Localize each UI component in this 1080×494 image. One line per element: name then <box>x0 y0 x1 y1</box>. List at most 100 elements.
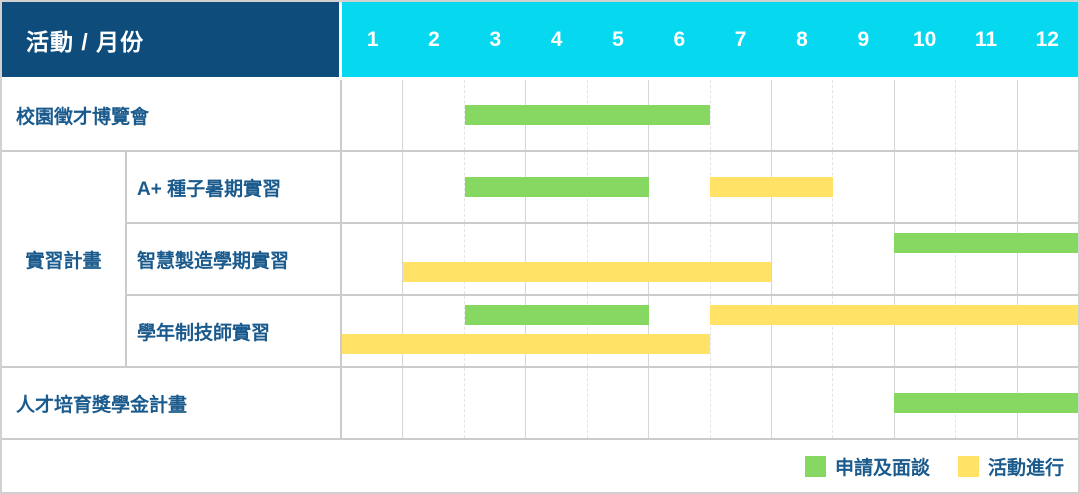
gantt-bar-application-interview <box>894 393 1078 413</box>
month-gridline-cell <box>772 80 834 150</box>
gantt-bar-application-interview <box>464 177 649 197</box>
month-gridlines <box>342 296 1078 366</box>
month-header-4: 4 <box>550 27 563 51</box>
month-gridline-cell <box>649 152 711 222</box>
gantt-bar-application-interview <box>464 305 649 325</box>
month-gridline-cell <box>588 368 650 438</box>
month-gridline-cell <box>465 296 527 366</box>
month-gridline-cell <box>833 368 895 438</box>
month-header-1: 1 <box>366 27 379 51</box>
month-header-7: 7 <box>734 27 747 51</box>
month-gridline-cell <box>895 296 957 366</box>
row-label: A+ 種子暑期實習 <box>127 152 342 222</box>
month-gridline-cell <box>895 152 957 222</box>
month-gridline-cell <box>833 224 895 294</box>
month-gridline-cell <box>526 368 588 438</box>
month-gridlines <box>342 224 1078 294</box>
month-header-10: 10 <box>912 27 937 51</box>
month-gridline-cell <box>403 80 465 150</box>
gantt-row: 人才培育獎學金計畫 <box>2 368 1078 440</box>
legend-label: 活動進行 <box>987 457 1064 479</box>
month-header-8: 8 <box>796 27 808 51</box>
month-header-12: 12 <box>1035 27 1059 51</box>
month-header-11: 11 <box>974 27 998 51</box>
row-label: 智慧製造學期實習 <box>127 224 342 294</box>
month-gridline-cell <box>956 80 1018 150</box>
month-gridline-cell <box>833 296 895 366</box>
table-header-row: 活動 / 月份 1 2 3 4 5 6 7 8 9 10 11 12 <box>2 2 1078 77</box>
gantt-row: 學年制技師實習 <box>127 296 1078 366</box>
month-gridline-cell <box>1018 80 1078 150</box>
legend-item: 活動進行 <box>957 453 1064 480</box>
month-gridline-cell <box>403 224 465 294</box>
month-gridline-cell <box>588 296 650 366</box>
month-gridline-cell <box>772 296 834 366</box>
gantt-grid: 校園徵才博覽會 實習計畫 A+ 種子暑期實習 智慧製造學期實習 學年制技師實習 人才培育獎… <box>2 80 1078 440</box>
month-gridline-cell <box>772 152 834 222</box>
month-gridline-cell <box>956 152 1018 222</box>
group-rows: A+ 種子暑期實習 智慧製造學期實習 學年制技師實習 <box>127 152 1078 366</box>
month-gridline-cell <box>1018 152 1078 222</box>
gantt-bar-application-interview <box>464 105 710 125</box>
month-gridline-cell <box>342 224 404 294</box>
month-gridline-cell <box>649 224 711 294</box>
month-gridline-cell <box>403 296 465 366</box>
month-gridlines <box>342 80 1078 150</box>
month-gridline-cell <box>711 368 772 438</box>
month-gridline-cell <box>833 152 895 222</box>
gantt-row-group: 實習計畫 A+ 種子暑期實習 智慧製造學期實習 學年制技師實習 <box>2 152 1078 368</box>
month-header-3: 3 <box>489 27 502 51</box>
month-gridline-cell <box>772 368 834 438</box>
month-gridline-cell <box>342 80 404 150</box>
legend-swatch-activity-ongoing <box>957 455 979 477</box>
month-gridline-cell <box>711 224 772 294</box>
month-gridline-cell <box>403 368 465 438</box>
month-header-row: 1 2 3 4 5 6 7 8 9 10 11 12 <box>342 2 1078 77</box>
month-gridline-cell <box>403 152 465 222</box>
month-gridline-cell <box>526 296 588 366</box>
month-gridline-cell <box>526 224 588 294</box>
month-header-9: 9 <box>857 27 870 51</box>
month-gridline-cell <box>649 80 711 150</box>
month-gridline-cell <box>342 368 404 438</box>
month-gridline-cell <box>711 80 772 150</box>
gantt-row: A+ 種子暑期實習 <box>127 152 1078 224</box>
month-header-2: 2 <box>428 27 440 51</box>
month-gridline-cell <box>956 296 1018 366</box>
legend: 申請及面談 活動進行 <box>2 440 1078 492</box>
gantt-bar-application-interview <box>894 233 1078 253</box>
gantt-row: 校園徵才博覽會 <box>2 80 1078 152</box>
month-gridline-cell <box>956 224 1018 294</box>
legend-label: 申請及面談 <box>834 457 930 479</box>
row-timeline <box>342 296 1078 366</box>
row-label: 人才培育獎學金計畫 <box>2 368 342 438</box>
row-timeline <box>342 224 1078 294</box>
month-gridline-cell <box>342 152 404 222</box>
gantt-bar-activity-ongoing <box>710 177 833 197</box>
month-gridline-cell <box>465 224 527 294</box>
row-label: 學年制技師實習 <box>127 296 342 366</box>
month-gridline-cell <box>588 224 650 294</box>
month-gridline-cell <box>772 224 834 294</box>
legend-swatch-application-interview <box>804 455 826 477</box>
month-gridline-cell <box>833 80 895 150</box>
month-gridline-cell <box>649 368 711 438</box>
row-timeline <box>342 152 1078 222</box>
gantt-bar-activity-ongoing <box>403 262 772 282</box>
month-gridline-cell <box>895 224 957 294</box>
gantt-row: 智慧製造學期實習 <box>127 224 1078 296</box>
month-header-5: 5 <box>612 27 624 51</box>
month-gridline-cell <box>342 296 404 366</box>
month-header-6: 6 <box>673 27 686 51</box>
legend-item: 申請及面談 <box>804 453 930 480</box>
month-gridline-cell <box>895 80 957 150</box>
month-gridline-cell <box>465 368 527 438</box>
month-gridline-cell <box>649 296 711 366</box>
row-timeline <box>342 80 1078 150</box>
gantt-bar-activity-ongoing <box>710 305 1078 325</box>
gantt-bar-activity-ongoing <box>342 334 710 354</box>
corner-header-cell: 活動 / 月份 <box>2 2 339 77</box>
row-timeline <box>342 368 1078 438</box>
row-label: 校園徵才博覽會 <box>2 80 342 150</box>
